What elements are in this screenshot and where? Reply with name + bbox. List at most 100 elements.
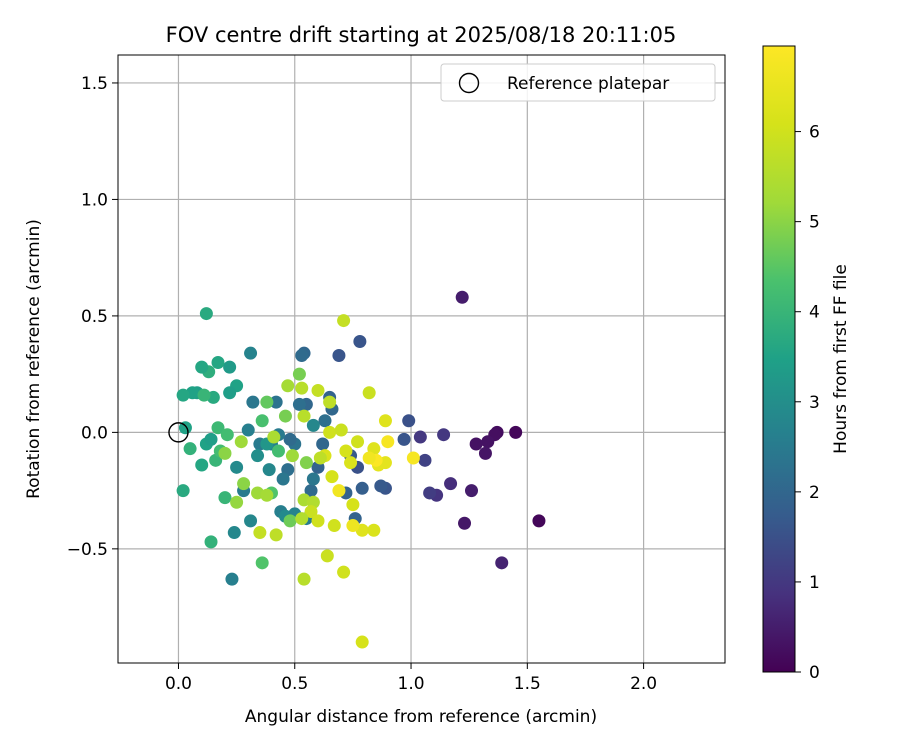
scatter-point: [318, 414, 332, 428]
scatter-point: [295, 349, 309, 363]
scatter-point: [230, 460, 244, 474]
scatter-point: [325, 470, 339, 484]
y-tick-label: 0.5: [81, 307, 108, 327]
legend-box: [440, 63, 716, 102]
scatter-point: [251, 449, 265, 463]
scatter-point: [220, 428, 234, 442]
scatter-point: [199, 307, 213, 321]
scatter-point: [397, 432, 411, 446]
colorbar-tick-label: 5: [809, 213, 820, 233]
colorbar-label: Hours from first FF file: [831, 264, 851, 454]
scatter-point: [402, 414, 416, 428]
scatter-point: [332, 484, 346, 498]
scatter-point: [367, 523, 381, 537]
x-axis-label: Angular distance from reference (arcmin): [245, 707, 597, 727]
x-tick-label: 1.0: [398, 674, 425, 694]
scatter-point: [176, 484, 190, 498]
scatter-point: [418, 453, 432, 467]
scatter-point: [244, 514, 258, 528]
scatter-point: [339, 444, 353, 458]
scatter-point: [260, 488, 274, 502]
scatter-point: [509, 425, 523, 439]
scatter-point: [295, 381, 309, 395]
scatter-point: [276, 472, 290, 486]
scatter-point: [285, 449, 299, 463]
scatter-point: [269, 528, 283, 542]
scatter-point: [306, 418, 320, 432]
colorbar: [762, 45, 796, 673]
scatter-point: [211, 421, 225, 435]
scatter-point: [374, 479, 388, 493]
y-axis: −0.5 0.0 0.5 1.0 1.5: [67, 74, 118, 560]
scatter-point: [255, 556, 269, 570]
scatter-point: [253, 526, 267, 540]
scatter-point: [311, 514, 325, 528]
colorbar-tick-label: 3: [809, 393, 820, 413]
scatter-point: [262, 463, 276, 477]
scatter-point: [204, 432, 218, 446]
scatter-point: [225, 572, 239, 586]
scatter-point: [211, 355, 225, 369]
scatter-point: [469, 437, 483, 451]
legend-label: Reference platepar: [507, 74, 669, 94]
scatter-point: [255, 414, 269, 428]
scatter-point: [437, 428, 451, 442]
scatter-point: [362, 386, 376, 400]
plot-area: [117, 54, 726, 664]
scatter-point: [423, 486, 437, 500]
y-tick-label: 1.0: [81, 190, 108, 210]
scatter-point: [323, 425, 337, 439]
scatter-point: [304, 505, 318, 519]
scatter-point: [306, 472, 320, 486]
grid-lines: [118, 55, 725, 663]
scatter-point: [230, 495, 244, 509]
x-tick-label: 0.5: [281, 674, 308, 694]
legend-marker: [458, 72, 480, 94]
scatter-point: [271, 444, 285, 458]
scatter-point: [183, 442, 197, 456]
scatter-point: [218, 491, 232, 505]
legend: Reference platepar: [440, 63, 716, 102]
scatter-point: [295, 512, 309, 526]
scatter-point: [281, 379, 295, 393]
scatter-point: [344, 456, 358, 470]
scatter-point: [346, 498, 360, 512]
scatter-point: [337, 314, 351, 328]
x-tick-label: 0.0: [165, 674, 192, 694]
scatter-point: [323, 395, 337, 409]
scatter-point: [413, 430, 427, 444]
scatter-point: [532, 514, 546, 528]
scatter-point: [178, 421, 192, 435]
scatter-point: [378, 414, 392, 428]
scatter-point: [227, 526, 241, 540]
scatter-point: [195, 360, 209, 374]
x-axis: 0.0 0.5 1.0 1.5 2.0: [165, 663, 657, 694]
scatter-point: [197, 388, 211, 402]
scatter-point: [195, 458, 209, 472]
colorbar-tick-label: 4: [809, 303, 820, 323]
scatter-point: [362, 451, 376, 465]
scatter-point: [234, 435, 248, 449]
scatter-point: [320, 549, 334, 563]
scatter-point: [351, 435, 365, 449]
scatter-point: [465, 484, 479, 498]
scatter-point: [283, 514, 297, 528]
scatter-point: [406, 451, 420, 465]
scatter-point: [495, 556, 509, 570]
scatter-point: [355, 481, 369, 495]
scatter-point: [346, 519, 360, 533]
scatter-point: [353, 335, 367, 349]
scatter-point: [478, 446, 492, 460]
scatter-point: [244, 346, 258, 360]
colorbar-tick-label: 2: [809, 483, 820, 503]
colorbar-tick-label: 1: [809, 573, 820, 593]
scatter-point: [458, 516, 472, 530]
chart-title: FOV centre drift starting at 2025/08/18 …: [166, 23, 677, 47]
y-tick-label: 0.0: [81, 423, 108, 443]
y-axis-label: Rotation from reference (arcmin): [24, 219, 44, 499]
scatter-point: [311, 383, 325, 397]
colorbar-tick-label: 0: [809, 663, 820, 683]
x-tick-label: 1.5: [514, 674, 541, 694]
scatter-point: [313, 451, 327, 465]
